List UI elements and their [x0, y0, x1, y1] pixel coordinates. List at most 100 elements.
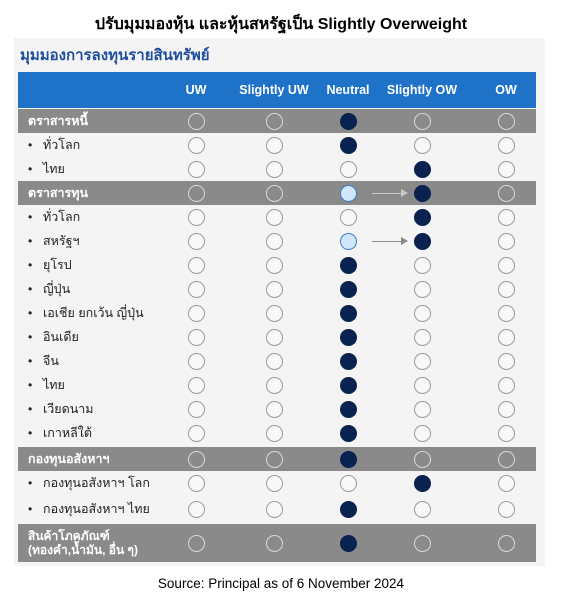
rating-circle-neutral [339, 424, 357, 442]
rating-circle-uw [187, 184, 205, 202]
rating-circle-ow [497, 304, 515, 322]
rating-circle-slightly-ow [413, 450, 431, 468]
rating-circle-ow [497, 160, 515, 178]
rating-circle-slightly-ow [413, 184, 431, 202]
rating-circle-neutral [339, 160, 357, 178]
rating-circle-slightly-ow [413, 256, 431, 274]
rating-circle-slightly-uw [265, 256, 283, 274]
asset-row-12: • เวียดนาม [18, 397, 536, 421]
rating-circle-ow [497, 184, 515, 202]
asset-row-15: • กองทุนอสังหาฯ โลก [18, 471, 536, 495]
category-row-0: ตราสารหนี้ [18, 109, 536, 133]
row-label-line: สินค้าโภคภัณฑ์ [28, 529, 110, 543]
rating-circle-uw [187, 208, 205, 226]
rating-circle-slightly-uw [265, 352, 283, 370]
rating-circle-slightly-ow [413, 280, 431, 298]
rating-circle-slightly-ow [413, 136, 431, 154]
bullet-icon: • [28, 378, 33, 392]
rating-circle-uw [187, 376, 205, 394]
bullet-icon: • [28, 234, 33, 248]
change-arrow-icon [372, 189, 408, 197]
bullet-icon: • [28, 330, 33, 344]
row-label: ไทย [43, 378, 65, 392]
rating-circle-slightly-uw [265, 328, 283, 346]
row-label: เกาหลีใต้ [43, 426, 92, 440]
row-label: จีน [43, 354, 59, 368]
rating-circle-neutral [339, 184, 357, 202]
rating-circle-slightly-uw [265, 376, 283, 394]
rating-circle-slightly-ow [413, 474, 431, 492]
rating-circle-ow [497, 232, 515, 250]
rating-circle-slightly-ow [413, 208, 431, 226]
rating-circle-uw [187, 280, 205, 298]
column-header-neutral: Neutral [326, 82, 370, 97]
rating-circle-slightly-uw [265, 500, 283, 518]
row-label: อินเดีย [43, 330, 79, 344]
source-note: Source: Principal as of 6 November 2024 [157, 576, 405, 591]
rating-circle-slightly-ow [413, 534, 431, 552]
asset-row-13: • เกาหลีใต้ [18, 421, 536, 445]
asset-row-7: • ญี่ปุ่น [18, 277, 536, 301]
rating-circle-uw [187, 136, 205, 154]
rating-circle-neutral [339, 400, 357, 418]
rating-circle-neutral [339, 232, 357, 250]
rating-circle-uw [187, 160, 205, 178]
rating-circle-uw [187, 534, 205, 552]
rating-circle-slightly-uw [265, 304, 283, 322]
rating-circle-slightly-ow [413, 304, 431, 322]
row-label-line: (ทองคำ,น้ำมัน, อื่น ๆ) [28, 543, 138, 557]
rating-circle-uw [187, 328, 205, 346]
rating-circle-slightly-uw [265, 280, 283, 298]
row-label: ยุโรป [43, 258, 72, 272]
rating-circle-ow [497, 474, 515, 492]
rating-circle-uw [187, 352, 205, 370]
asset-row-11: • ไทย [18, 373, 536, 397]
rating-circle-uw [187, 424, 205, 442]
rating-circle-uw [187, 256, 205, 274]
row-label: ไทย [43, 162, 65, 176]
rating-circle-neutral [339, 280, 357, 298]
rating-circle-neutral [339, 534, 357, 552]
rating-circle-slightly-ow [413, 424, 431, 442]
change-arrow-icon [372, 237, 408, 245]
rating-circle-slightly-uw [265, 424, 283, 442]
rating-circle-slightly-uw [265, 474, 283, 492]
rating-circle-uw [187, 500, 205, 518]
bullet-icon: • [28, 162, 33, 176]
table-subtitle: มุมมองการลงทุนรายสินทรัพย์ [20, 47, 210, 64]
rating-circle-ow [497, 352, 515, 370]
column-header-ow: OW [495, 82, 517, 97]
rating-circle-ow [497, 208, 515, 226]
rating-circle-uw [187, 450, 205, 468]
column-header-bar [18, 72, 536, 108]
rating-circle-slightly-uw [265, 184, 283, 202]
rating-circle-ow [497, 112, 515, 130]
bullet-icon: • [28, 426, 33, 440]
rating-circle-ow [497, 400, 515, 418]
bullet-icon: • [28, 306, 33, 320]
bullet-icon: • [28, 476, 33, 490]
row-label: ญี่ปุ่น [43, 282, 71, 296]
rating-circle-slightly-ow [413, 328, 431, 346]
row-label: ทั่วโลก [43, 210, 81, 224]
rating-circle-neutral [339, 352, 357, 370]
row-label: สหรัฐฯ [43, 234, 80, 248]
bullet-icon: • [28, 258, 33, 272]
rating-circle-slightly-ow [413, 232, 431, 250]
rating-circle-ow [497, 256, 515, 274]
bullet-icon: • [28, 210, 33, 224]
bullet-icon: • [28, 402, 33, 416]
rating-circle-slightly-uw [265, 208, 283, 226]
rating-circle-uw [187, 304, 205, 322]
rating-circle-neutral [339, 208, 357, 226]
column-header-uw: UW [185, 82, 207, 97]
row-label: กองทุนอสังหาฯ [28, 452, 110, 466]
row-label: ตราสารหนี้ [28, 114, 88, 128]
rating-circle-neutral [339, 304, 357, 322]
rating-circle-neutral [339, 136, 357, 154]
page-title: ปรับมุมมองหุ้น และหุ้นสหรัฐเป็น Slightly… [94, 16, 468, 33]
rating-circle-neutral [339, 474, 357, 492]
column-header-slightly-ow: Slightly OW [386, 82, 458, 97]
rating-circle-slightly-ow [413, 112, 431, 130]
asset-row-6: • ยุโรป [18, 253, 536, 277]
